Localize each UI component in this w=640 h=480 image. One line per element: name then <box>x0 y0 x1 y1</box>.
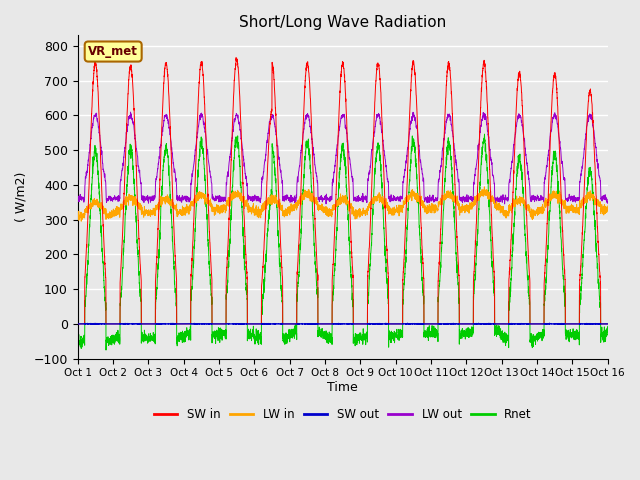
Text: VR_met: VR_met <box>88 45 138 58</box>
X-axis label: Time: Time <box>327 381 358 394</box>
Legend: SW in, LW in, SW out, LW out, Rnet: SW in, LW in, SW out, LW out, Rnet <box>149 403 536 426</box>
Title: Short/Long Wave Radiation: Short/Long Wave Radiation <box>239 15 446 30</box>
Y-axis label: ( W/m2): ( W/m2) <box>15 172 28 222</box>
